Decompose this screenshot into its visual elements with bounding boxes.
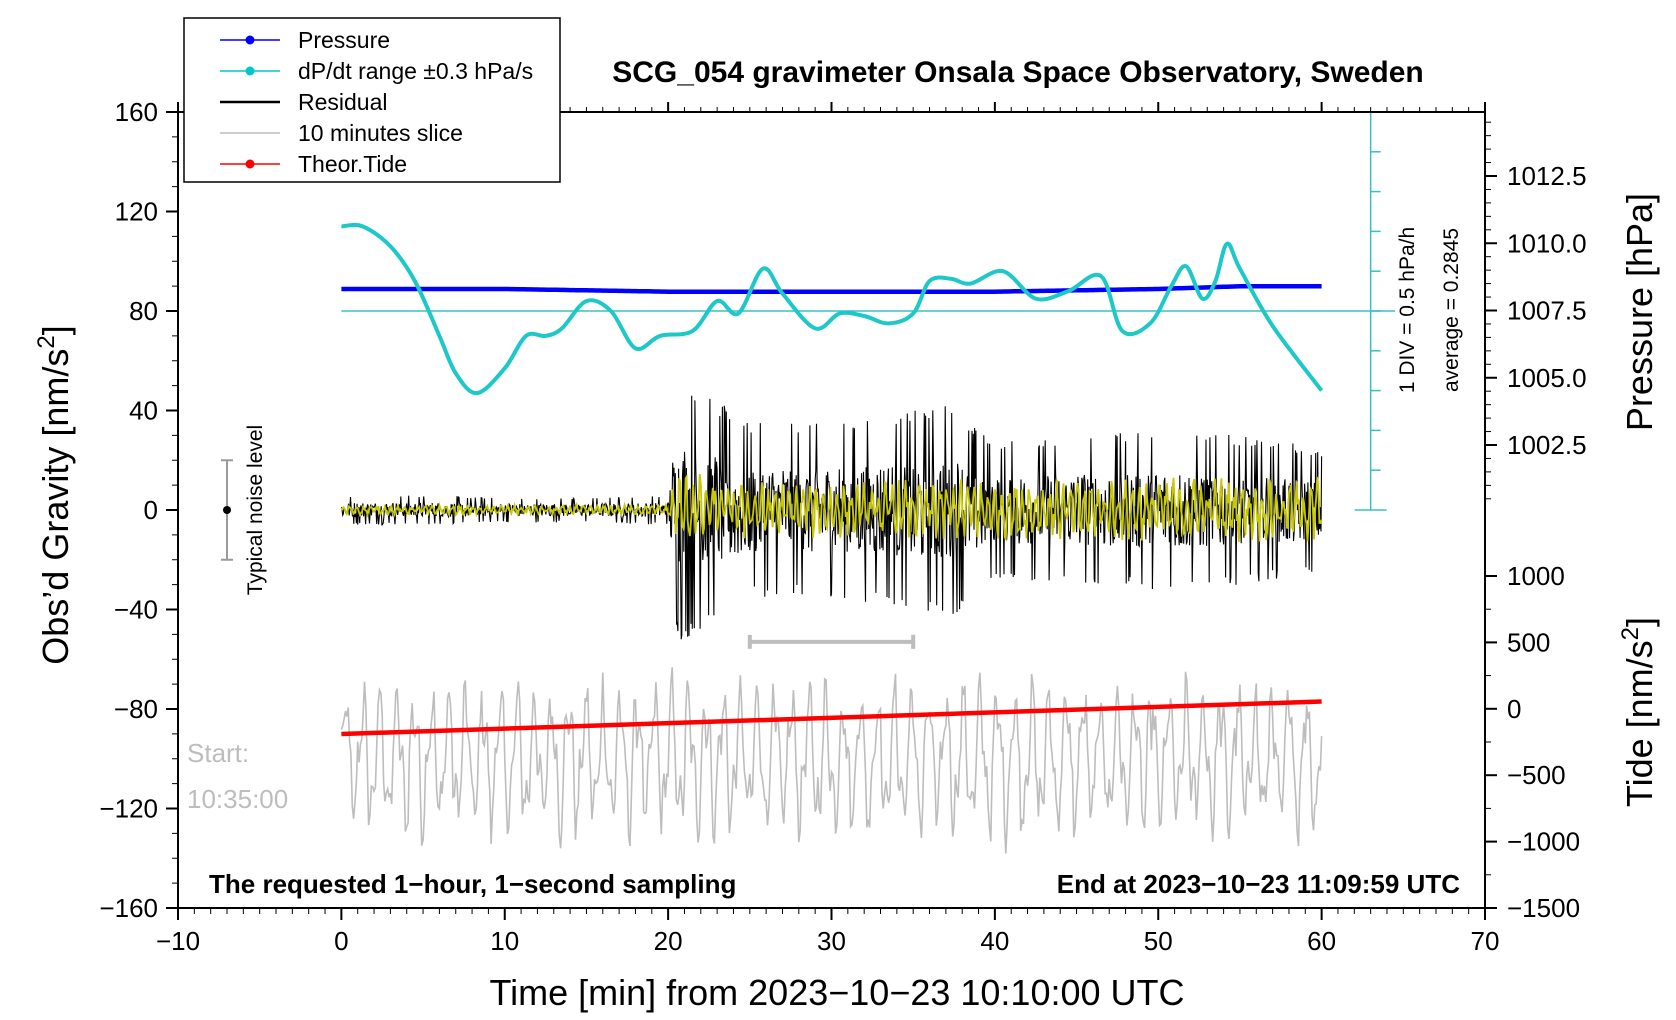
- chart-title: SCG_054 gravimeter Onsala Space Observat…: [612, 56, 1424, 89]
- x-tick-label: 20: [654, 926, 683, 956]
- x-tick-label: 70: [1471, 926, 1500, 956]
- legend-label: dP/dt range ±0.3 hPa/s: [298, 58, 533, 84]
- x-tick-label: 0: [334, 926, 348, 956]
- y-tick-label: 120: [115, 197, 158, 227]
- x-tick-label: −10: [156, 926, 200, 956]
- x-tick-label: 30: [817, 926, 846, 956]
- pressure-tick-label: 1010.0: [1507, 228, 1587, 258]
- legend-swatch-marker: [245, 66, 255, 76]
- legend-label: Pressure: [298, 27, 390, 53]
- pressure-tick-label: 1005.0: [1507, 363, 1587, 393]
- legend-label: 10 minutes slice: [298, 120, 463, 146]
- slice-series-line: [340, 667, 1323, 854]
- noise-level-label: Typical noise level: [244, 425, 267, 595]
- y-axis-label-left-tail: ]: [35, 325, 76, 335]
- slice-start-label: Start:: [187, 738, 249, 768]
- y-axis-label-tide: Tide [nm/s2]: [1617, 617, 1660, 807]
- tide-tick-label: −1000: [1507, 827, 1580, 857]
- tide-tick-label: 0: [1507, 694, 1521, 724]
- y-tick-label: 40: [129, 396, 158, 426]
- x-tick-label: 40: [980, 926, 1009, 956]
- y-axis-label-left-sup: 2: [33, 335, 60, 348]
- slice-start-time: 10:35:00: [187, 784, 288, 814]
- series-layer: [340, 222, 1396, 854]
- pressure-tick-label: 1012.5: [1507, 161, 1587, 191]
- tide-tick-label: −1500: [1507, 893, 1580, 923]
- x-axis-label: Time [min] from 2023−10−23 10:10:00 UTC: [489, 972, 1184, 1013]
- residual-smoothed-line: [340, 473, 1323, 542]
- legend-label: Residual: [298, 89, 388, 115]
- pressure-series-line: [341, 284, 1322, 294]
- axes-layer: −10 0 10 20 30 40 50 60 70 160 120 80 40 0 −40 −80 −120 −…: [99, 97, 1586, 956]
- annotation-layer: [221, 112, 1387, 561]
- legend-swatch-marker: [245, 159, 255, 169]
- y-axis-label-tide-sup: 2: [1617, 627, 1644, 640]
- tide-tick-label: 500: [1507, 627, 1550, 657]
- noise-bar-center-dot: [223, 506, 232, 514]
- dpdt-series-line: [341, 222, 1324, 396]
- x-tick-label: 60: [1307, 926, 1336, 956]
- legend: Pressure dP/dt range ±0.3 hPa/s Residual 10…: [183, 17, 561, 183]
- y-tick-label: 160: [115, 97, 158, 127]
- pressure-tick-label: 1002.5: [1507, 430, 1587, 460]
- legend-label: Theor.Tide: [298, 151, 407, 177]
- x-tick-label: 50: [1144, 926, 1173, 956]
- y-tick-label: −80: [114, 694, 158, 724]
- scale-div-label: 1 DIV = 0.5 hPa/h: [1396, 227, 1419, 393]
- y-axis-label-tide-main: Tide [nm/s: [1619, 640, 1660, 807]
- footer-left-note: The requested 1−hour, 1−second sampling: [209, 869, 736, 899]
- y-tick-label: −40: [114, 595, 158, 625]
- pressure-tick-label: 1007.5: [1507, 296, 1587, 326]
- scale-average-label: average = 0.2845: [1440, 228, 1463, 392]
- tide-tick-label: −500: [1507, 760, 1566, 790]
- legend-items: Pressure dP/dt range ±0.3 hPa/s Residual 10…: [220, 27, 533, 177]
- y-tick-label: 80: [129, 296, 158, 326]
- y-axis-label-left: Obs’d Gravity [nm/s2]: [33, 325, 76, 664]
- legend-box: [183, 17, 561, 183]
- y-tick-label: −160: [99, 893, 158, 923]
- tide-series-line: [341, 699, 1322, 737]
- y-tick-label: −120: [99, 794, 158, 824]
- tide-tick-label: 1000: [1507, 561, 1565, 591]
- y-axis-label-tide-tail: ]: [1619, 617, 1660, 627]
- y-tick-label: 0: [144, 495, 158, 525]
- legend-swatch-marker: [245, 35, 255, 45]
- footer-right-note: End at 2023−10−23 11:09:59 UTC: [1057, 869, 1460, 899]
- x-tick-label: 10: [490, 926, 519, 956]
- y-axis-label-pressure: Pressure [hPa]: [1619, 193, 1660, 431]
- y-axis-label-left-main: Obs’d Gravity [nm/s: [35, 349, 76, 665]
